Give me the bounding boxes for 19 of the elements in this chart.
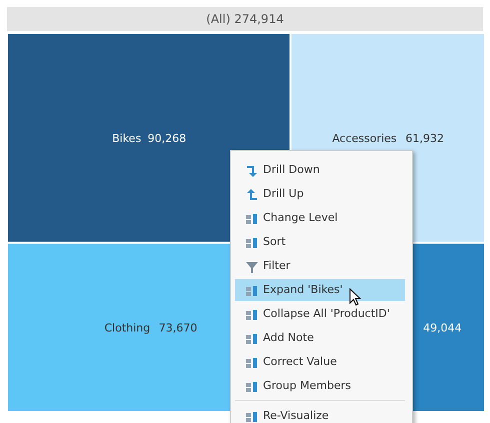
text: Group Members xyxy=(263,379,351,392)
data-label: 49,044 xyxy=(423,321,462,334)
text: Filter xyxy=(263,259,290,272)
data-label: 61,932 xyxy=(406,132,444,145)
text: Change Level xyxy=(263,211,338,224)
data-label: 73,670 xyxy=(158,321,198,334)
text: Re-Visualize xyxy=(263,409,329,422)
text: Expand 'Bikes' xyxy=(263,283,343,296)
data-label: 90,268 xyxy=(148,132,186,145)
text: Add Note xyxy=(263,331,314,344)
category-label: Accessories xyxy=(332,132,397,145)
text: Correct Value xyxy=(263,355,337,368)
text: (All) 274,914 xyxy=(206,12,284,26)
text: Drill Down xyxy=(263,163,320,176)
category-label: Bikes xyxy=(112,132,142,145)
text: Collapse All 'ProductID' xyxy=(263,307,390,320)
category-label: Clothing xyxy=(104,321,150,334)
text: Sort xyxy=(263,235,286,248)
text: Drill Up xyxy=(263,187,304,200)
